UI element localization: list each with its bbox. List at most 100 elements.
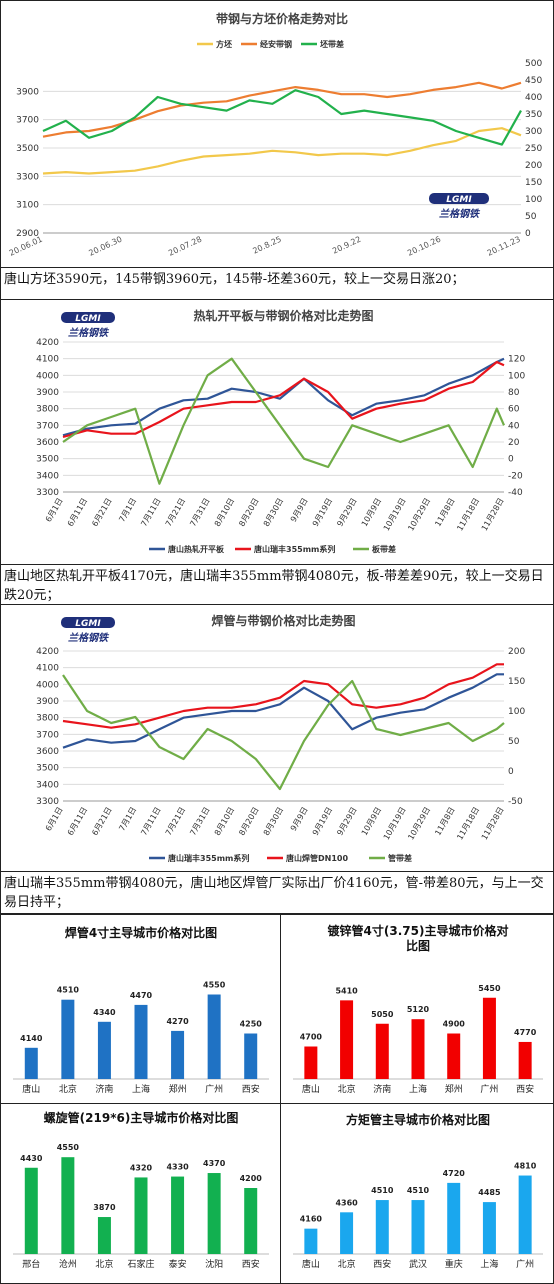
category-label: 济南 [373, 1083, 391, 1095]
y2-tick-label: 350 [525, 110, 542, 120]
y-tick-label: 4200 [36, 647, 59, 657]
bar [24, 1167, 38, 1254]
bar [61, 1157, 75, 1254]
y-tick-label: 3400 [36, 780, 59, 790]
bar [207, 994, 221, 1079]
bar [375, 1200, 389, 1254]
category-label: 西安 [373, 1258, 391, 1270]
bar [171, 1176, 185, 1254]
x-tick-label: 20.07.28 [167, 235, 203, 258]
bar-panel-spiral: 螺旋管(219*6)主导城市价格对比图 4430 邢台 4550 沧州 3870 北京 432… [0, 1103, 281, 1284]
series-line [62, 673, 504, 749]
x-tick-label: 6月21日 [90, 497, 113, 529]
category-label: 北京 [59, 1083, 77, 1095]
x-tick-label: 8月10日 [213, 497, 236, 529]
data-label: 4550 [57, 1143, 80, 1152]
bar [304, 1228, 318, 1254]
y-tick-label: 3500 [36, 455, 59, 465]
bar-panel-welded: 焊管4寸主导城市价格对比图 4140 唐山 4510 北京 4340 济南 4470 上海 427… [0, 914, 281, 1104]
x-tick-label: 9月19日 [311, 806, 334, 838]
y2-tick-label: 50 [508, 737, 520, 747]
chart-title: 螺旋管(219*6)主导城市价格对比图 [44, 1110, 239, 1125]
y-tick-label: 3100 [16, 201, 39, 211]
chart-title: 比图 [406, 938, 430, 953]
x-tick-label: 10月19日 [382, 497, 408, 533]
legend-label: 坯带差 [320, 39, 344, 49]
x-tick-label: 20.8.25 [251, 235, 282, 256]
chart-title: 带钢与方坯价格走势对比 [216, 11, 348, 26]
x-tick-label: 20.9.22 [331, 235, 362, 256]
logo-text: LGMI [446, 195, 472, 205]
chart-panel-1: 带钢与方坯价格走势对比 2900 3100 3300 3500 3700 3900 0 50 10… [0, 0, 554, 268]
bar [244, 1033, 258, 1079]
series-line [62, 674, 505, 791]
x-tick-label: 8月20日 [237, 806, 260, 838]
data-label: 5120 [407, 1005, 430, 1014]
x-tick-label: 8月30日 [262, 497, 285, 529]
x-tick-label: 11月18日 [455, 497, 481, 533]
category-label: 郑州 [169, 1083, 187, 1095]
y-tick-label: 3800 [36, 405, 59, 415]
data-label: 4270 [166, 1017, 189, 1026]
y2-tick-label: 120 [508, 355, 525, 365]
y2-tick-label: 200 [525, 161, 542, 171]
category-label: 北京 [95, 1258, 113, 1270]
x-tick-label: 9月9日 [289, 497, 310, 524]
category-label: 武汉 [409, 1258, 427, 1270]
x-tick-label: 7月11日 [139, 806, 162, 838]
data-label: 5450 [478, 984, 501, 993]
chart-panel-3: 焊管与带钢价格对比走势图 3300 3400 3500 3600 3700 3800 3900… [0, 604, 554, 872]
category-label: 上海 [480, 1258, 498, 1270]
y2-tick-label: 100 [525, 195, 542, 205]
caption-1: 唐山方坯3590元，145带钢3960元，145带-坯差360元，较上一交易日涨… [0, 268, 554, 300]
x-tick-label: 6月21日 [90, 806, 113, 838]
y-tick-label: 3300 [36, 488, 59, 498]
data-label: 5410 [335, 986, 358, 995]
y2-tick-label: 500 [525, 59, 542, 69]
x-tick-label: 10月29日 [406, 806, 432, 842]
chart-title: 焊管4寸主导城市价格对比图 [65, 925, 217, 940]
galvanized-pipe-bar-chart: 镀锌管4寸(3.75)主导城市价格对比图 4700 唐山 5410 北京 5050 济南 51… [293, 923, 543, 1095]
bar [61, 999, 75, 1079]
category-label: 北京 [338, 1083, 356, 1095]
square-tube-bar-chart: 方矩管主导城市价格对比图 4160 唐山 4360 北京 4510 西安 4510 武汉 4720… [293, 1112, 543, 1270]
data-label: 4250 [240, 1020, 263, 1029]
category-label: 上海 [409, 1083, 427, 1095]
brand-text: 兰格钢铁 [68, 632, 110, 644]
y-tick-label: 3800 [36, 714, 59, 724]
chart-title: 热轧开平板与带钢价格对比走势图 [193, 308, 373, 323]
bar [375, 1023, 389, 1079]
lgmi-logo-icon [61, 617, 115, 628]
welded-pipe-bar-chart: 焊管4寸主导城市价格对比图 4140 唐山 4510 北京 4340 济南 4470 上海 427… [13, 925, 269, 1095]
strip-billet-line-chart: 带钢与方坯价格走势对比 2900 3100 3300 3500 3700 3900 0 50 10… [8, 11, 543, 258]
x-tick-label: 7月31日 [188, 497, 211, 529]
x-tick-label: 11月8日 [433, 497, 456, 529]
category-label: 唐山 [22, 1083, 40, 1095]
y-tick-label: 4000 [36, 371, 59, 381]
x-tick-label: 6月1日 [44, 806, 65, 833]
data-label: 4510 [371, 1186, 394, 1195]
data-label: 3870 [93, 1203, 116, 1212]
data-label: 4720 [443, 1169, 466, 1178]
category-label: 济南 [95, 1083, 113, 1095]
x-tick-label: 11月8日 [433, 806, 456, 838]
category-label: 邢台 [22, 1258, 40, 1270]
caption-2: 唐山地区热轧开平板4170元，唐山瑞丰355mm带钢4080元，板-带差差90元… [0, 565, 554, 605]
y2-tick-label: 40 [508, 421, 520, 431]
bar [447, 1182, 461, 1254]
y2-tick-label: 100 [508, 371, 525, 381]
y2-tick-label: 450 [525, 76, 542, 86]
logo-text: LGMI [75, 314, 101, 324]
data-label: 4700 [300, 1033, 323, 1042]
bar [518, 1041, 532, 1079]
y2-tick-label: 60 [508, 405, 520, 415]
caption-3: 唐山瑞丰355mm带钢4080元，唐山地区焊管厂实际出厂价4160元，管-带差8… [0, 872, 554, 914]
category-label: 西安 [242, 1083, 260, 1095]
legend-label: 方坯 [216, 39, 232, 49]
data-label: 4360 [335, 1198, 358, 1207]
y-tick-label: 3900 [36, 697, 59, 707]
series-line [62, 357, 506, 485]
data-label: 4510 [57, 986, 80, 995]
x-tick-label: 8月30日 [262, 806, 285, 838]
x-tick-label: 10月9日 [360, 497, 383, 529]
